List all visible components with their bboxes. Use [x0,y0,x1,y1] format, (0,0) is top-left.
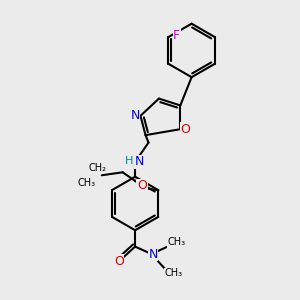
Text: CH₃: CH₃ [165,268,183,278]
Text: N: N [148,248,158,260]
Text: CH₃: CH₃ [168,237,186,247]
Text: N: N [135,155,144,168]
Text: CH₃: CH₃ [78,178,96,188]
Text: N: N [130,109,140,122]
Text: O: O [137,179,147,192]
Text: F: F [173,29,180,42]
Text: H: H [124,156,133,166]
Text: O: O [114,255,124,268]
Text: CH₂: CH₂ [88,163,106,173]
Text: O: O [181,123,190,136]
